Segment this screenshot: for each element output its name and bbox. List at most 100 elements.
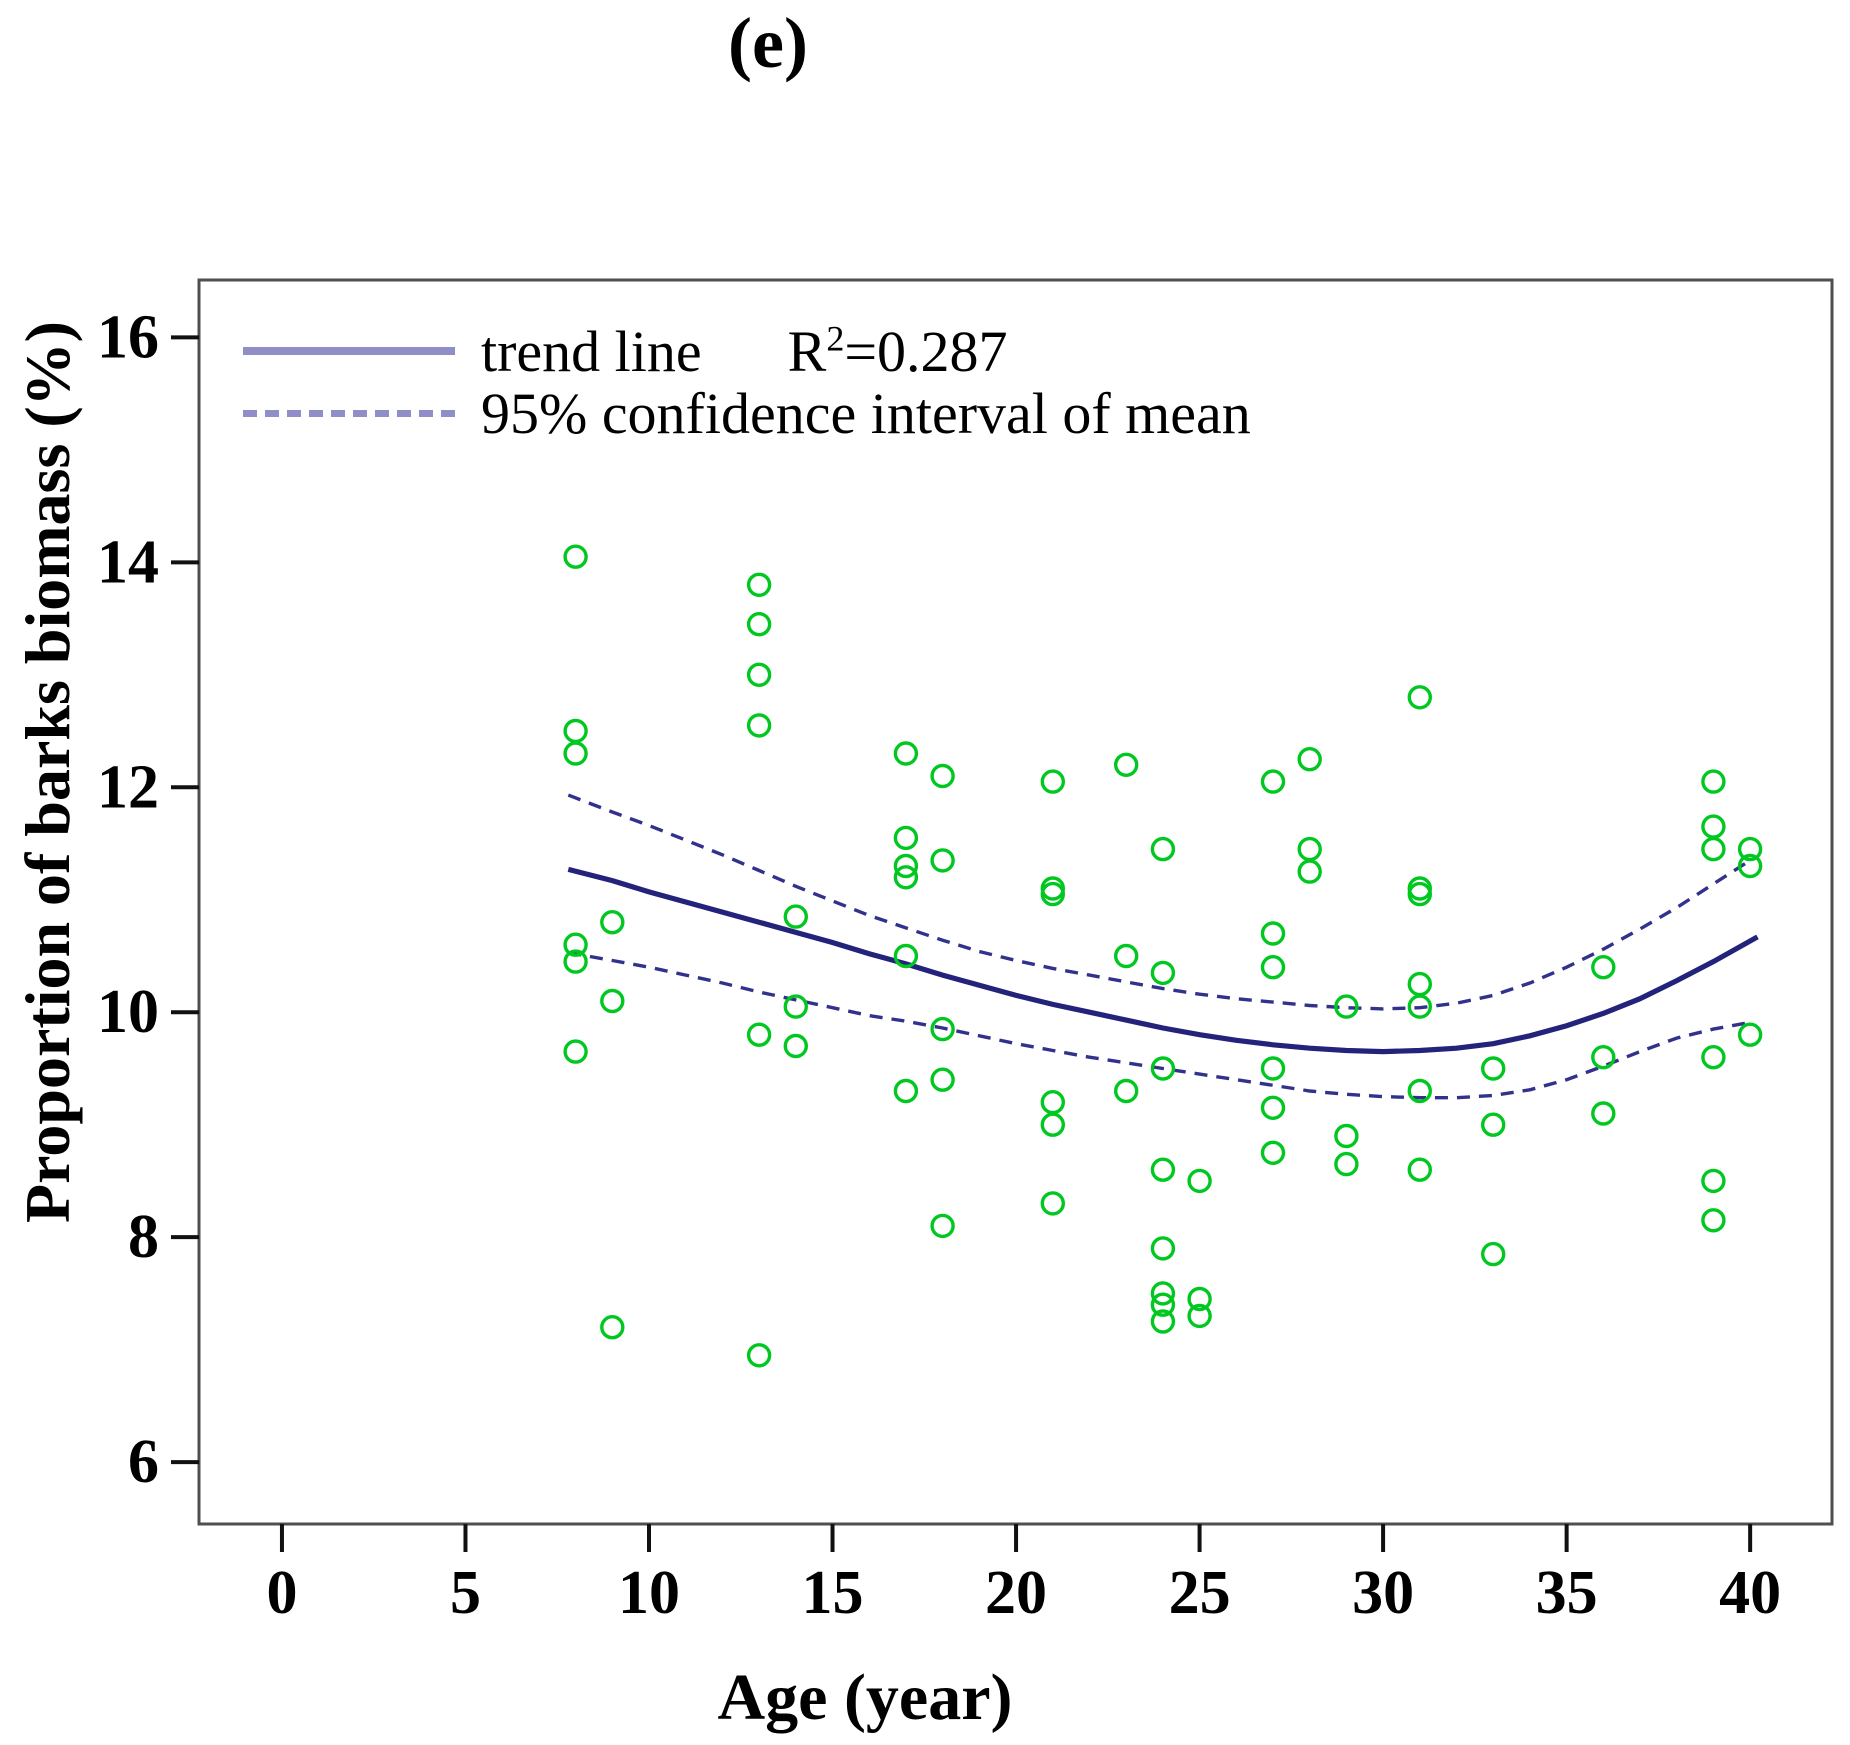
data-point [1260,1056,1286,1081]
data-point [1150,836,1176,862]
data-point [893,943,919,969]
data-point [1737,836,1763,862]
data-point [1040,1089,1066,1115]
data-point [1113,1078,1139,1104]
data-point [1737,853,1763,879]
data-point [1150,1292,1176,1317]
x-tick-label: 0 [266,1559,297,1627]
data-point [1407,1157,1433,1182]
y-axis-ticks: 6 8 10 12 14 16 [97,303,199,1496]
data-point [600,910,625,935]
data-point [1040,881,1066,907]
trend-line-path [567,866,1759,1055]
data-point [1187,1303,1212,1329]
x-axis-ticks: 0 5 10 15 20 25 30 35 40 [266,1524,1781,1627]
r-squared-base: R [787,318,827,384]
data-point [1334,994,1359,1019]
data-point [746,713,772,738]
data-point [1040,1191,1066,1216]
data-point [1701,1044,1726,1070]
y-axis-title: Proportion of barks biomass (%) [12,321,83,1223]
data-point [893,865,919,890]
legend-item-confidence-interval: 95% confidence interval of mean [243,380,1251,446]
panel-label: (e) [728,3,808,83]
data-point [1480,1056,1506,1081]
data-point [1260,955,1286,980]
plot-frame [197,278,1834,1526]
data-point [783,904,808,929]
data-point [563,949,588,974]
data-point [1040,769,1066,794]
ci-upper [567,793,1752,1011]
data-point [1260,1140,1286,1166]
data-point [746,572,772,597]
data-point [1150,960,1176,986]
y-tick-label: 10 [97,978,159,1046]
legend-label-trend-line: trend line [481,318,702,384]
data-point [1040,1112,1066,1137]
upper-confidence-interval-path [567,793,1752,1011]
data-point [1150,1157,1176,1182]
data-point [930,1067,955,1092]
data-point [746,1022,772,1047]
legend-item-trend-line: trend line R2=0.287 [243,318,1251,384]
trend [567,866,1759,1055]
data-point [1701,1168,1726,1194]
data-point [1701,836,1726,862]
data-point [746,1343,772,1368]
data-point [1260,1095,1286,1121]
x-tick-label: 20 [985,1559,1047,1627]
data-point [1260,921,1286,946]
r-squared-rest: =0.287 [844,318,1008,384]
data-point [1297,859,1322,884]
data-point [930,1213,955,1239]
y-tick-label: 6 [128,1428,159,1496]
data-point [893,853,919,879]
x-axis-title: Age (year) [717,1661,1013,1734]
data-point [1407,881,1433,907]
data-point [783,1033,808,1059]
data-point [1701,814,1726,839]
data-point [563,741,588,766]
data-point [1334,1151,1359,1177]
y-tick-label: 8 [128,1203,159,1271]
data-point [1260,769,1286,794]
data-point [930,848,955,873]
data-point [893,741,919,766]
x-tick-label: 5 [450,1559,481,1627]
data-point [1737,1022,1763,1047]
data-point [930,763,955,789]
plot-border [197,278,1834,1526]
x-tick-label: 15 [802,1559,864,1627]
data-point [1480,1112,1506,1137]
data-point [1591,1044,1616,1070]
data-point [746,662,772,687]
x-tick-label: 25 [1169,1559,1231,1627]
data-point [1113,752,1139,777]
data-point [1187,1168,1212,1194]
data-point [1407,1078,1433,1104]
x-tick-label: 30 [1352,1559,1414,1627]
data-point [893,1078,919,1104]
y-tick-label: 16 [97,303,159,371]
data-point [1591,955,1616,980]
data-point [1150,1236,1176,1261]
lower-confidence-interval-path [567,950,1751,1100]
data-point [893,825,919,851]
data-point [600,1314,625,1340]
legend-label-confidence-interval: 95% confidence interval of mean [481,380,1251,446]
ci-lower [567,950,1751,1100]
legend: trend line R2=0.287 95% confidence inter… [243,318,1251,446]
data-point [563,1039,588,1064]
data-point [1113,943,1139,969]
data-point [1187,1286,1212,1312]
y-tick-label: 14 [97,528,159,596]
r-squared-superscript: 2 [826,318,845,359]
data-point [1407,971,1433,997]
data-point [1701,769,1726,794]
data-point [783,994,808,1019]
confidence-interval-sample-icon [243,409,455,417]
data-point [600,988,625,1014]
